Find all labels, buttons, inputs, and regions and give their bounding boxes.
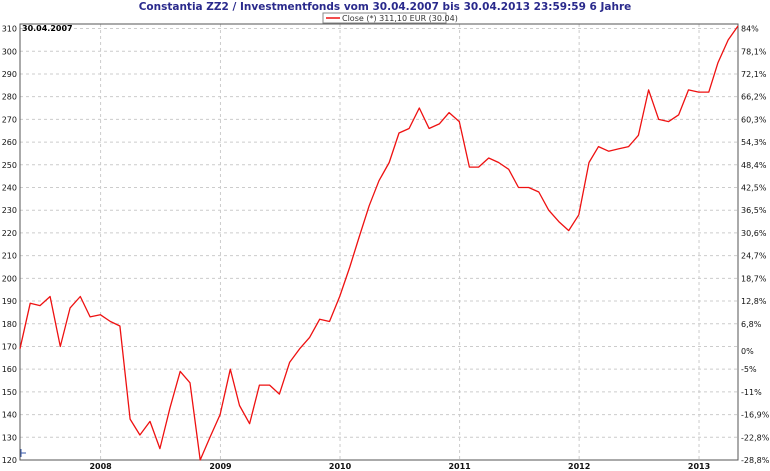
left-axis: 120 130 140 150 160 170 180 190 200 210 220 230 240 2… — [2, 25, 17, 465]
y2-tick-label: -11% — [741, 388, 762, 397]
y-tick-label: 290 — [2, 70, 17, 79]
y-tick-label: 140 — [2, 411, 17, 420]
y-tick-label: 240 — [2, 184, 17, 193]
y-tick-label: 230 — [2, 206, 17, 215]
gridlines — [20, 24, 738, 461]
start-date-label: 30.04.2007 — [22, 24, 73, 33]
y2-tick-label: -22,8% — [741, 433, 770, 442]
y2-tick-label: 24,7% — [741, 252, 767, 261]
y-tick-label: 200 — [2, 274, 17, 283]
y-tick-label: 250 — [2, 161, 17, 170]
x-tick-label: 2009 — [209, 462, 232, 471]
y2-tick-label: 36,5% — [741, 206, 767, 215]
corner-marker — [20, 449, 26, 457]
y-tick-label: 180 — [2, 320, 17, 329]
chart-title: Constantia ZZ2 / Investmentfonds vom 30.… — [139, 1, 632, 13]
y-tick-label: 190 — [2, 297, 17, 306]
legend-label: Close (*) 311,10 EUR (30.04) — [342, 14, 458, 23]
y-tick-label: 160 — [2, 365, 17, 374]
y-tick-label: 270 — [2, 115, 17, 124]
series-line-close — [19, 25, 739, 461]
y2-tick-label: 30,6% — [741, 229, 767, 238]
y-tick-label: 130 — [2, 433, 17, 442]
y2-tick-label: 48,4% — [741, 161, 767, 170]
x-axis: 2008 2009 2010 2011 2012 2013 — [89, 462, 710, 471]
y2-tick-label: 6,8% — [741, 320, 762, 329]
y2-tick-label: 60,3% — [741, 115, 767, 124]
y2-tick-label: 78,1% — [741, 47, 767, 56]
x-tick-label: 2013 — [688, 462, 710, 471]
y-tick-label: 280 — [2, 93, 17, 102]
y-tick-label: 150 — [2, 388, 17, 397]
y-tick-label: 210 — [2, 252, 17, 261]
x-tick-label: 2011 — [448, 462, 471, 471]
y-tick-label: 300 — [2, 47, 17, 56]
legend-box — [322, 12, 447, 24]
y2-tick-label: 18,7% — [741, 274, 767, 283]
x-tick-label: 2008 — [89, 462, 112, 471]
legend: Close (*) 311,10 EUR (30.04) — [322, 12, 458, 24]
right-axis: -28,8% -22,8% -16,9% -11% -5% 0% 6,8% 12,8% 18,7… — [741, 25, 770, 465]
y2-tick-label: 0% — [741, 347, 754, 356]
x-tick-label: 2012 — [568, 462, 590, 471]
y2-tick-label: 54,3% — [741, 138, 767, 147]
y2-tick-label: -28,8% — [741, 456, 770, 465]
y-tick-label: 260 — [2, 138, 17, 147]
y2-tick-label: 84% — [741, 25, 759, 34]
x-tick-label: 2010 — [329, 462, 352, 471]
y2-tick-label: -16,9% — [741, 411, 770, 420]
y-tick-label: 310 — [2, 25, 17, 34]
y-tick-label: 120 — [2, 456, 17, 465]
series-layer — [19, 25, 739, 461]
y-tick-label: 170 — [2, 342, 17, 351]
y2-tick-label: 42,5% — [741, 184, 767, 193]
y2-tick-label: 66,2% — [741, 93, 767, 102]
y2-tick-label: 12,8% — [741, 297, 767, 306]
plot-frame — [19, 23, 739, 461]
y2-tick-label: -5% — [741, 365, 757, 374]
y-tick-label: 220 — [2, 229, 17, 238]
y2-tick-label: 72,1% — [741, 70, 767, 79]
